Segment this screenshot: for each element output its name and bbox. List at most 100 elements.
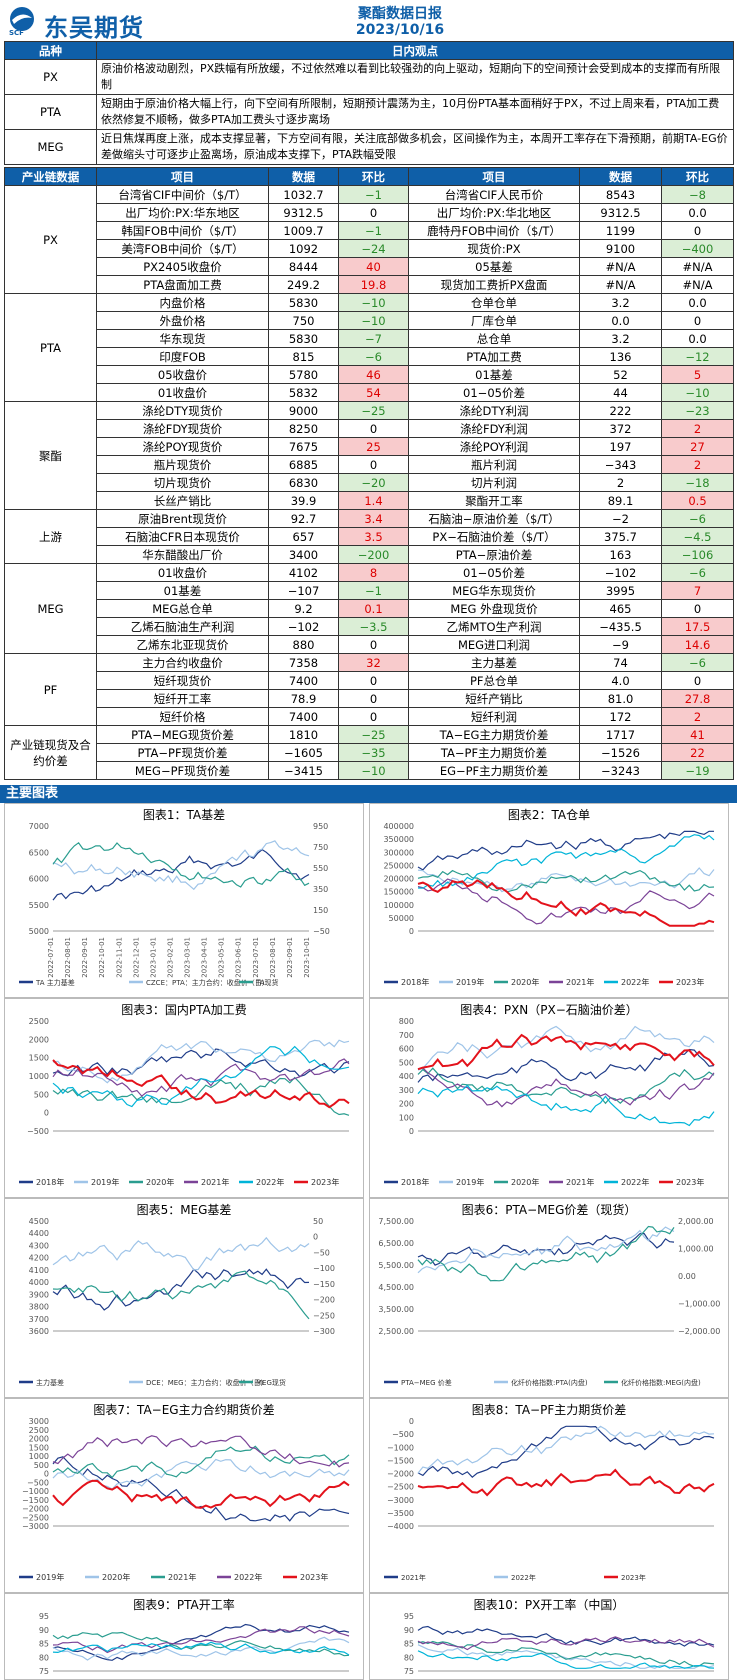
data-row: 乙烯东北亚现货价 880 0 MEG进口利润 −9 14.6	[5, 635, 734, 654]
legend-label: 2023年	[621, 1573, 646, 1582]
item-value: 8543	[579, 185, 662, 204]
data-row: MEG总仓单 9.2 0.1 MEG 外盘现货价 465 0	[5, 599, 734, 618]
item-value: 7400	[268, 671, 339, 690]
item-change: 54	[338, 383, 409, 402]
chart-panel: 图表9：PTA开工率 95 90 85 80 75	[4, 1593, 364, 1680]
y-tick-label: 400	[399, 1072, 414, 1081]
item-name: 01收盘价	[96, 383, 269, 402]
item-name: 短纤价格	[96, 707, 269, 726]
y-tick-label: 6000	[29, 875, 49, 884]
item-change: 0	[338, 635, 409, 654]
item-name: 出厂均价:PX:华东地区	[96, 203, 269, 222]
item-name: 01基差	[96, 581, 269, 600]
series-line	[417, 878, 715, 925]
series-line	[52, 1076, 350, 1116]
data-row: 华东现货 5830 −7 总仓单 3.2 0.0	[5, 329, 734, 348]
y2-tick-label: 950	[313, 822, 328, 831]
item-change: −10	[338, 311, 409, 330]
y-tick-label: −1500	[387, 1456, 414, 1465]
item-change: −106	[661, 545, 734, 564]
item-name: 涤纶POY现货价	[96, 437, 269, 456]
legend-label: 2023年	[311, 1177, 339, 1187]
y-tick-label: 2000	[29, 1035, 49, 1044]
item-change: 27.8	[661, 689, 734, 708]
data-row: 05收盘价 5780 46 01基差 52 5	[5, 365, 734, 384]
x-tick-label: 2023-10-01	[303, 937, 311, 978]
data-col-header: 环比	[338, 167, 409, 186]
item-name: MEG进口利润	[408, 635, 580, 654]
y-tick-label: 300	[399, 1086, 414, 1095]
item-value: 8444	[268, 257, 339, 276]
item-name: 华东醋酸出厂价	[96, 545, 269, 564]
x-tick-label: 2022-10-01	[98, 937, 106, 978]
data-row: PX2405收盘价 8444 40 05基差 #N/A #N/A	[5, 257, 734, 276]
y-tick-label: 3900	[29, 1290, 49, 1299]
y-tick-label: 4300	[29, 1241, 49, 1250]
x-tick-label: 2023-04-01	[201, 937, 209, 978]
series-line	[417, 1225, 675, 1282]
item-value: 8250	[268, 419, 339, 438]
series-line	[417, 834, 715, 889]
chart-title: 图表3：国内PTA加工费	[121, 1003, 247, 1017]
legend-label: PTA−MEG 价差	[401, 1378, 452, 1387]
y-tick-label: 300000	[383, 848, 414, 857]
item-name: PF总仓单	[408, 671, 580, 690]
item-name: EG−PF主力期货价差	[408, 761, 580, 780]
item-value: #N/A	[579, 275, 662, 294]
data-row: 产业链现货及合约价差 PTA−MEG现货价差 1810 −25 TA−EG主力期货价差 1…	[4, 725, 734, 780]
item-name: 主力合约收盘价	[96, 653, 269, 672]
x-tick-label: 2023-06-01	[235, 937, 243, 978]
report-date: 2023/10/16	[355, 22, 445, 38]
item-name: MEG华东现货价	[408, 581, 580, 600]
y2-tick-label: 750	[313, 843, 328, 852]
item-change: #N/A	[661, 275, 734, 294]
legend-label: 2020年	[102, 1572, 130, 1582]
item-name: 涤纶FDY现货价	[96, 419, 269, 438]
y2-tick-label: −150	[313, 1280, 335, 1289]
legend-label: CZCE：PTA：主力合约：收盘价（日）	[146, 978, 269, 987]
data-row: 瓶片现货价 6885 0 瓶片利润 −343 2	[5, 455, 734, 474]
legend-label: 2023年	[300, 1572, 328, 1582]
group-name: PX	[4, 185, 97, 294]
item-name: 石脑油CFR日本现货价	[96, 527, 269, 546]
y2-tick-label: −50	[313, 927, 330, 936]
y-tick-label: 90	[39, 1626, 49, 1635]
item-change: 0.0	[661, 203, 734, 222]
item-change: 0	[661, 599, 734, 618]
item-change: 25	[338, 437, 409, 456]
chart-plot: 800 700 600 500 400 300 200 100 0 2018年 2019年 2020年…	[384, 1017, 715, 1187]
y-tick-label: 5000	[29, 927, 49, 936]
item-value: 6830	[268, 473, 339, 492]
item-value: 657	[268, 527, 339, 546]
view-row-text: 短期由于原油价格大幅上行，向下空间有所限制，短期预计震荡为主，10月份PTA基本…	[96, 94, 734, 130]
y-tick-label: 1500	[29, 1443, 49, 1452]
item-change: 0	[338, 203, 409, 222]
chart-plot: 95 90 85 80 75	[404, 1612, 715, 1675]
y2-tick-label: 2,000.00	[678, 1217, 714, 1226]
item-name: 聚酯开工率	[408, 491, 580, 510]
y2-tick-label: −250	[313, 1311, 335, 1320]
y-tick-label: 1000	[29, 1452, 49, 1461]
data-row: 短纤开工率 78.9 0 短纤产销比 81.0 27.8	[5, 689, 734, 708]
item-change: 0	[338, 671, 409, 690]
legend-label: 2020年	[511, 977, 539, 987]
y-tick-label: −3000	[387, 1496, 414, 1505]
series-line	[52, 848, 310, 901]
y-tick-label: 95	[404, 1612, 414, 1621]
data-row: 涤纶FDY现货价 8250 0 涤纶FDY利润 372 2	[5, 419, 734, 438]
item-change: 1.4	[338, 491, 409, 510]
chart-plot: 4500 4400 4300 4200 4100 4000 3900 3800 3700 3600…	[19, 1217, 335, 1387]
item-change: 8	[338, 563, 409, 582]
series-line	[52, 1456, 350, 1522]
series-line	[52, 1268, 310, 1311]
series-line	[417, 1650, 715, 1669]
report-header: 东吴期货 SCF 聚酯数据日报 2023/10/16	[0, 0, 737, 42]
item-change: 0	[338, 707, 409, 726]
y-tick-label: −4000	[387, 1522, 414, 1531]
item-value: −2	[579, 509, 662, 528]
series-line	[417, 1048, 715, 1083]
item-value: 74	[579, 653, 662, 672]
data-row: MEG 01收盘价 4102 8 01−05价差 −102 −6	[4, 563, 734, 654]
item-value: 44	[579, 383, 662, 402]
x-tick-label: 2022-09-01	[81, 937, 89, 978]
